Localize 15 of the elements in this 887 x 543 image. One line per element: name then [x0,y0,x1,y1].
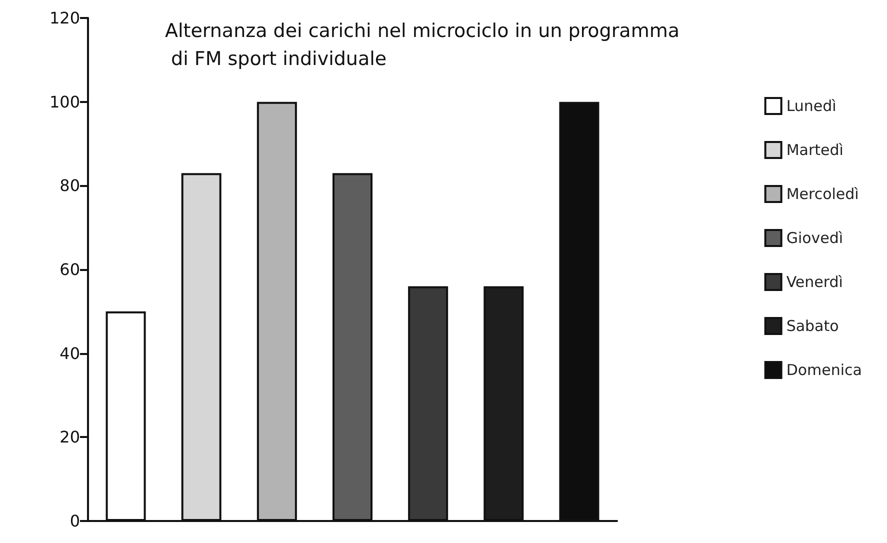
legend-label: Mercoledì [786,185,859,203]
legend-label: Domenica [786,361,862,379]
text: Alternanza dei carichi nel microciclo in un programma di FM sport individuale [165,20,680,70]
legend-label: Venerdì [786,273,843,291]
y-tick-label: 0 [70,512,80,530]
y-tick-label: 100 [49,92,80,112]
y-tick-label: 40 [60,344,80,363]
y-tick-label: 120 [49,8,80,28]
y-tick-label: 20 [60,428,80,447]
y-tick-label: 60 [60,260,80,279]
legend-label: Martedì [786,141,844,159]
legend-label: Lunedì [786,97,836,115]
legend-label: Sabato [786,317,839,335]
y-tick-label: 80 [60,176,80,196]
legend-label: Giovedì [786,229,844,247]
